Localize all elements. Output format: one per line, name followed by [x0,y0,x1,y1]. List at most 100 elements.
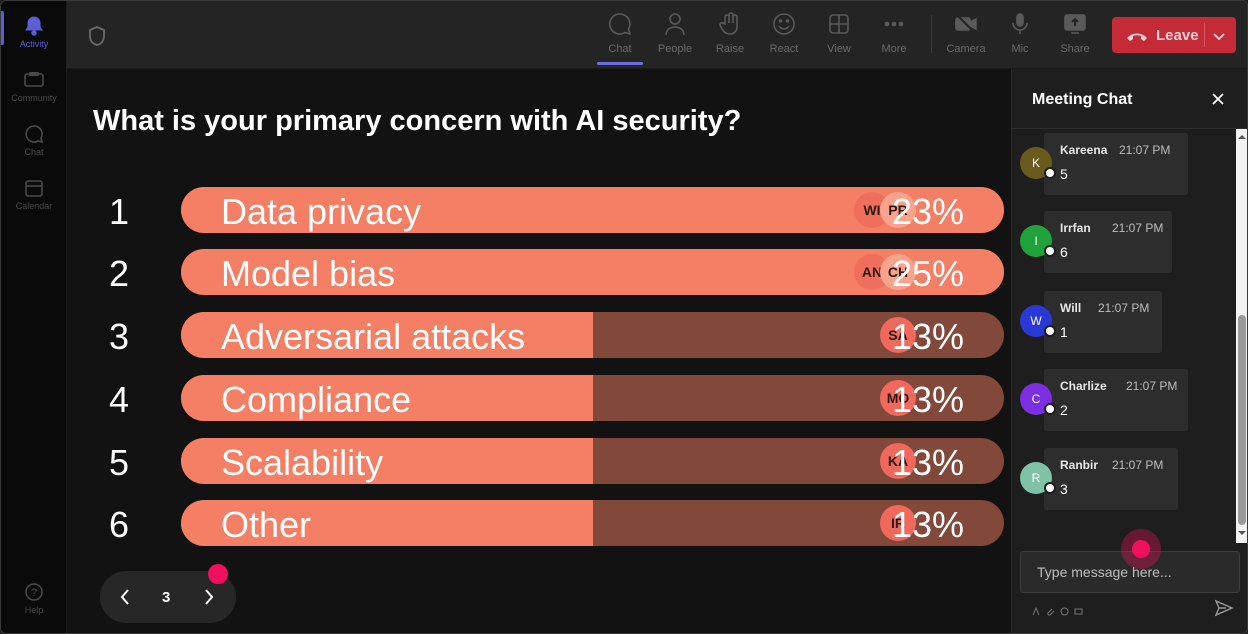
send-button[interactable] [1214,599,1234,617]
chat-message[interactable]: Kareena 21:07 PM 5 K [1012,133,1236,197]
toolbar-divider [931,15,932,53]
message-time: 21:07 PM [1112,221,1164,235]
message-time: 21:07 PM [1119,143,1171,157]
leave-button[interactable]: Leave [1112,17,1236,53]
emoji-icon[interactable] [1060,603,1069,616]
rail-item-activity[interactable]: Activity [1,11,67,61]
message-text: 5 [1060,166,1068,182]
presence-status-icon [1044,245,1056,257]
message-bubble: Ranbir 21:07 PM 3 [1044,448,1178,510]
message-time: 21:07 PM [1112,458,1164,472]
option-percentage: 13% [891,379,964,420]
option-percentage: 13% [891,316,964,357]
toolbar-chat-button[interactable]: Chat [597,11,643,61]
active-tab-underline [597,62,643,65]
chat-bubble-icon [607,11,633,37]
message-text: 1 [1060,324,1068,340]
presence-status-icon [1044,403,1056,415]
scroll-thumb[interactable] [1238,315,1246,525]
raise-hand-icon [717,11,743,37]
option-label: Adversarial attacks [221,316,526,357]
toolbar-more-button[interactable]: More [871,11,917,61]
message-text: 2 [1060,402,1068,418]
rail-item-community[interactable]: Community [1,65,67,115]
option-number: 2 [109,253,130,294]
message-text: 6 [1060,244,1068,260]
presence-status-icon [1044,482,1056,494]
option-label: Model bias [221,253,396,294]
presence-status-icon [1044,325,1056,337]
option-number: 3 [109,316,130,357]
voter-avatar: IR [880,505,916,541]
attach-icon[interactable] [1046,603,1055,616]
chevron-down-icon[interactable] [1212,29,1226,41]
option-bar-fill [181,312,593,358]
send-icon [1214,599,1234,617]
page-number: 3 [162,589,171,606]
option-bar: Model bias AN CH 25% [181,249,1004,295]
rail-item-calendar[interactable]: Calendar [1,173,67,223]
chat-message[interactable]: Will 21:07 PM 1 W [1012,291,1236,355]
scroll-down-arrow-icon[interactable] [1238,529,1246,537]
meeting-chat-panel: Meeting Chat Kareena 21:07 PM 5 K Irrfan 21:0… [1011,69,1247,633]
sender-name: Will [1060,301,1082,315]
voter-avatar: MO [880,380,916,416]
option-label: Other [221,504,312,545]
voter-avatar: PR [880,192,916,228]
rail-active-indicator [1,11,4,45]
option-percentage: 13% [891,504,964,545]
option-bar-fill [181,375,593,421]
rail-item-chat[interactable]: Chat [1,119,67,169]
toolbar-people-button[interactable]: People [652,11,698,61]
toolbar-view-button[interactable]: View [816,11,862,61]
camera-off-icon [953,11,979,37]
more-dots-icon [881,11,907,37]
option-percentage: 23% [891,191,964,232]
toolbar-react-button[interactable]: React [761,11,807,61]
option-number: 1 [109,191,130,232]
scroll-up-arrow-icon[interactable] [1238,133,1246,141]
option-label: Compliance [221,379,412,420]
chat-message[interactable]: Charlize 21:07 PM 2 C [1012,369,1236,433]
option-percentage: 13% [891,442,964,483]
option-bar: Adversarial attacks SA 13% [181,312,1004,358]
option-bar: Scalability KA 13% [181,438,1004,484]
presence-status-icon [1044,167,1056,179]
option-number: 4 [109,379,130,420]
message-time: 21:07 PM [1098,301,1150,315]
click-indicator-dot [1132,540,1150,558]
shield-icon [87,25,107,47]
share-screen-icon [1062,11,1088,37]
next-page-button[interactable] [202,587,216,607]
toolbar-raise-button[interactable]: Raise [707,11,753,61]
message-bubble: Charlize 21:07 PM 2 [1044,369,1188,431]
meeting-toolbar: Chat People Raise React View More Camera [67,1,1247,69]
poll-stage: What is your primary concern with AI sec… [67,69,1011,633]
close-chat-button[interactable] [1210,91,1226,107]
voter-avatar: SA [880,317,916,353]
toolbar-mic-button[interactable]: Mic [997,11,1043,61]
mic-icon [1007,11,1033,37]
calendar-icon [23,177,45,199]
prev-page-button[interactable] [118,587,132,607]
option-number: 6 [109,504,130,545]
chat-message-input[interactable] [1020,551,1240,593]
chat-header: Meeting Chat [1012,69,1247,129]
format-icon[interactable] [1032,603,1041,616]
option-bar: Compliance MO 13% [181,375,1004,421]
option-percentage: 25% [891,253,964,294]
toolbar-share-button[interactable]: Share [1052,11,1098,61]
gif-icon[interactable] [1074,603,1083,615]
bell-icon [23,15,45,37]
message-text: 3 [1060,481,1068,497]
toolbar-camera-button[interactable]: Camera [943,11,989,61]
message-bubble: Kareena 21:07 PM 5 [1044,133,1188,195]
chat-message[interactable]: Ranbir 21:07 PM 3 R [1012,448,1236,512]
chat-scrollbar[interactable] [1236,129,1247,543]
poll-option: 5 Scalability KA 13% [67,438,1011,486]
app-rail: Activity Community Chat Calendar ? Help [1,1,67,633]
chat-message[interactable]: Irrfan 21:07 PM 6 I [1012,211,1236,275]
voter-avatar: CH [880,254,916,290]
rail-item-help[interactable]: ? Help [1,577,67,627]
community-icon [23,69,45,91]
